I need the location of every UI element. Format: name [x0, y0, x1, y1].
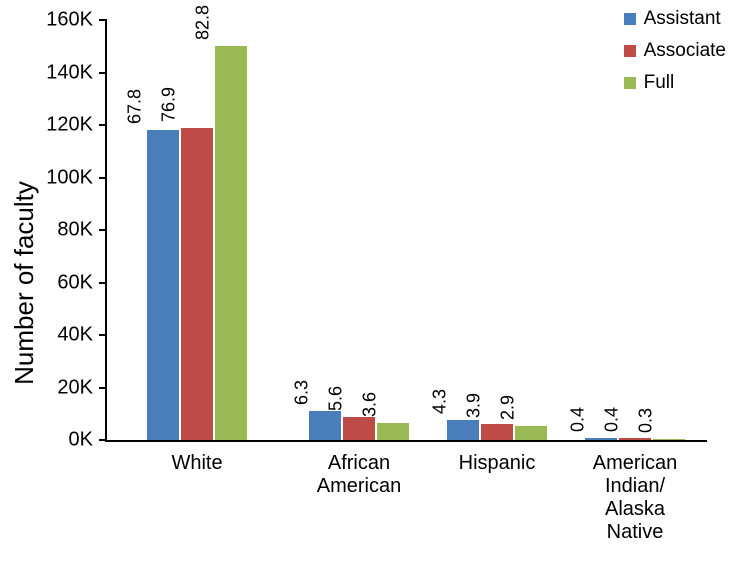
legend-item: Full: [624, 72, 726, 94]
faculty-chart: Number of faculty 0K20K40K60K80K100K120K…: [0, 0, 738, 566]
bar-value-label: 76.9: [158, 87, 179, 122]
legend-swatch: [624, 13, 636, 25]
y-tick: [99, 387, 107, 389]
bar-value-label: 82.8: [192, 5, 213, 40]
legend-item: Associate: [624, 40, 726, 62]
y-tick-label: 40K: [57, 324, 93, 347]
bar: 0.4: [585, 438, 617, 440]
bar: 2.9: [515, 426, 547, 440]
bar: 6.3: [309, 411, 341, 440]
legend-swatch: [624, 45, 636, 57]
y-tick: [99, 72, 107, 74]
bar-value-label: 5.6: [325, 386, 346, 411]
y-tick-label: 100K: [46, 166, 93, 189]
bar-value-label: 67.8: [124, 89, 145, 124]
bar-value-label: 6.3: [291, 380, 312, 405]
y-tick: [99, 229, 107, 231]
bar: 3.6: [377, 423, 409, 440]
bar: 0.3: [653, 439, 685, 440]
y-tick-label: 120K: [46, 114, 93, 137]
bar: 3.9: [481, 424, 513, 440]
legend: Assistant Associate Full: [624, 8, 726, 104]
bar-value-label: 3.9: [463, 393, 484, 418]
bar: 82.8: [215, 46, 247, 440]
bar-value-label: 0.4: [601, 407, 622, 432]
legend-label: Associate: [644, 40, 726, 62]
y-axis-label: Number of faculty: [9, 181, 40, 385]
bar: 4.3: [447, 420, 479, 440]
y-tick: [99, 282, 107, 284]
category-label: White: [171, 452, 222, 475]
y-tick: [99, 334, 107, 336]
bar: 76.9: [181, 128, 213, 440]
legend-item: Assistant: [624, 8, 726, 30]
legend-label: Full: [644, 72, 675, 94]
y-tick: [99, 177, 107, 179]
y-tick: [99, 124, 107, 126]
bar-value-label: 4.3: [429, 389, 450, 414]
y-tick-label: 140K: [46, 61, 93, 84]
y-tick: [99, 19, 107, 21]
plot-area: 0K20K40K60K80K100K120K140K160K67.876.982…: [105, 20, 707, 442]
legend-label: Assistant: [644, 8, 721, 30]
bar: 67.8: [147, 130, 179, 440]
bar-value-label: 2.9: [497, 395, 518, 420]
category-label: Hispanic: [459, 452, 536, 475]
legend-swatch: [624, 77, 636, 89]
y-tick-label: 80K: [57, 219, 93, 242]
y-tick: [99, 439, 107, 441]
bar-value-label: 3.6: [359, 392, 380, 417]
bar: 5.6: [343, 417, 375, 440]
bar: 0.4: [619, 438, 651, 440]
category-label: African American: [317, 452, 401, 498]
category-label: American Indian/ Alaska Native: [593, 452, 677, 544]
y-tick-label: 60K: [57, 271, 93, 294]
y-tick-label: 160K: [46, 9, 93, 32]
bar-value-label: 0.3: [635, 408, 656, 433]
bar-value-label: 0.4: [567, 407, 588, 432]
y-tick-label: 20K: [57, 376, 93, 399]
y-tick-label: 0K: [69, 429, 93, 452]
